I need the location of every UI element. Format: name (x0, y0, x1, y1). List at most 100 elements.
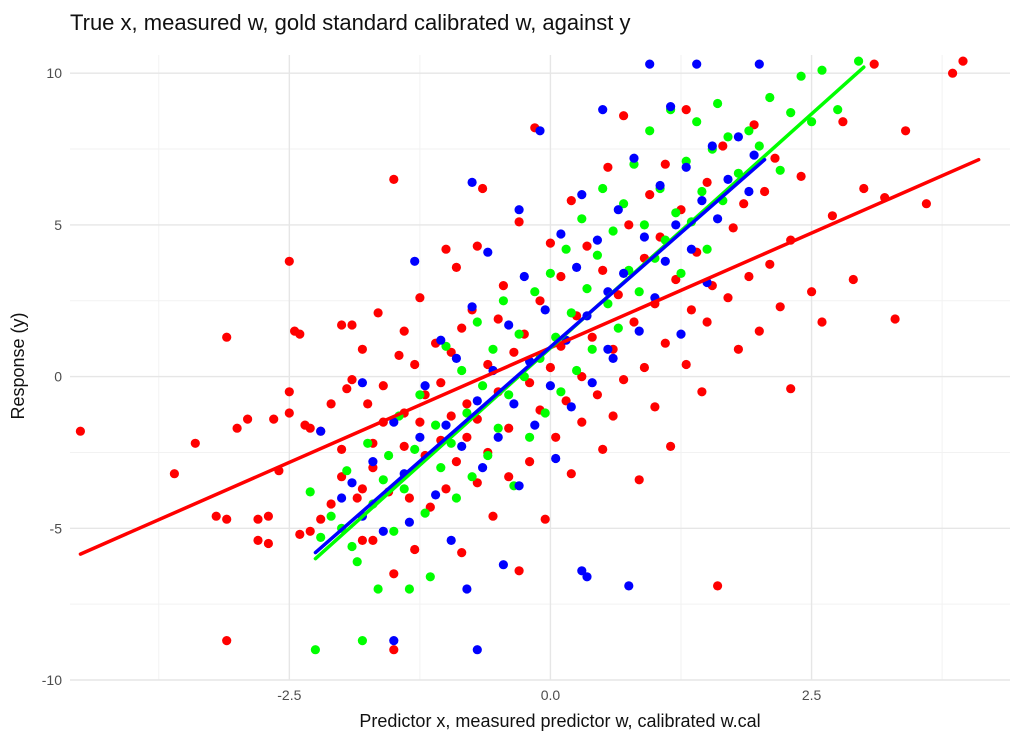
scatter-point-series-1 (671, 274, 681, 285)
scatter-point-series-2 (399, 484, 409, 494)
scatter-point-series-2 (415, 390, 425, 400)
scatter-point-series-3 (619, 268, 629, 278)
scatter-point-series-2 (854, 56, 864, 66)
scatter-point-series-3 (566, 402, 576, 412)
scatter-point-series-2 (608, 226, 618, 236)
scatter-point-series-1 (859, 183, 869, 194)
scatter-point-series-2 (472, 317, 482, 327)
scatter-point-series-1 (389, 174, 399, 184)
scatter-point-series-1 (713, 581, 723, 591)
scatter-point-series-2 (556, 387, 566, 397)
scatter-point-series-1 (686, 305, 697, 315)
scatter-point-series-1 (373, 308, 383, 318)
scatter-point-series-1 (749, 120, 759, 130)
scatter-point-series-3 (498, 560, 508, 570)
scatter-point-series-1 (337, 472, 347, 482)
scatter-point-series-1 (660, 159, 670, 169)
scatter-point-series-2 (713, 98, 723, 109)
scatter-point-series-3 (404, 517, 414, 527)
scatter-point-series-1 (451, 457, 461, 467)
scatter-point-series-3 (608, 353, 618, 363)
scatter-point-series-1 (222, 636, 232, 646)
scatter-point-series-2 (572, 365, 582, 376)
scatter-point-series-1 (514, 217, 524, 227)
scatter-point-series-2 (347, 541, 357, 552)
scatter-point-series-2 (692, 117, 702, 127)
scatter-point-series-2 (765, 92, 775, 103)
scatter-point-series-3 (316, 426, 326, 436)
scatter-point-series-1 (744, 271, 754, 282)
scatter-point-series-2 (436, 463, 446, 473)
scatter-point-series-1 (451, 262, 461, 272)
scatter-point-series-1 (504, 472, 514, 482)
scatter-point-series-2 (639, 220, 650, 230)
scatter-point-series-2 (342, 466, 352, 476)
scatter-point-series-3 (472, 645, 482, 655)
chart-title: True x, measured w, gold standard calibr… (70, 10, 630, 35)
scatter-point-series-1 (441, 244, 451, 254)
scatter-point-series-2 (478, 381, 488, 391)
scatter-point-series-1 (869, 59, 879, 69)
scatter-point-series-2 (493, 423, 503, 433)
scatter-point-series-3 (639, 232, 650, 242)
scatter-point-series-1 (190, 438, 200, 448)
scatter-point-series-3 (389, 636, 399, 646)
scatter-point-series-1 (368, 535, 378, 546)
scatter-point-series-1 (556, 271, 566, 282)
scatter-point-series-3 (713, 214, 723, 224)
scatter-point-series-2 (833, 105, 843, 115)
scatter-point-series-2 (425, 572, 435, 582)
scatter-point-series-3 (634, 326, 644, 336)
scatter-point-series-1 (478, 183, 488, 194)
scatter-point-series-2 (451, 493, 461, 503)
scatter-point-series-2 (483, 450, 493, 461)
scatter-point-series-1 (634, 475, 644, 485)
scatter-point-series-2 (775, 165, 785, 175)
scatter-point-series-3 (519, 271, 529, 282)
scatter-point-series-1 (598, 444, 608, 454)
scatter-point-series-1 (770, 153, 780, 163)
scatter-point-series-1 (462, 432, 472, 442)
scatter-point-series-1 (410, 359, 420, 370)
scatter-point-series-1 (650, 402, 660, 412)
scatter-point-series-3 (744, 186, 754, 197)
scatter-point-series-1 (269, 414, 279, 424)
scatter-point-series-3 (436, 335, 446, 345)
scatter-point-series-1 (446, 411, 456, 421)
scatter-point-series-2 (598, 183, 608, 194)
scatter-point-series-2 (363, 438, 373, 448)
scatter-point-series-3 (686, 244, 697, 254)
scatter-point-series-1 (284, 256, 294, 266)
scatter-point-series-3 (357, 378, 367, 388)
scatter-point-series-1 (827, 211, 838, 221)
scatter-point-series-1 (352, 493, 362, 503)
scatter-point-series-1 (457, 323, 467, 333)
scatter-point-series-1 (566, 196, 576, 206)
fit-line-series-3 (313, 157, 767, 555)
scatter-point-series-1 (222, 332, 232, 342)
scatter-point-series-3 (415, 432, 425, 442)
scatter-point-series-2 (645, 126, 655, 136)
scatter-point-series-1 (666, 441, 676, 451)
scatter-point-series-1 (786, 384, 796, 394)
scatter-point-series-1 (483, 359, 493, 370)
scatter-point-series-2 (378, 475, 388, 485)
scatter-point-series-3 (613, 205, 623, 215)
scatter-point-series-2 (676, 268, 686, 278)
scatter-point-series-1 (723, 293, 733, 303)
scatter-point-series-1 (337, 444, 347, 454)
scatter-point-series-1 (457, 548, 467, 558)
scatter-point-series-2 (525, 432, 535, 442)
scatter-point-series-1 (561, 396, 571, 406)
scatter-point-series-1 (733, 344, 744, 354)
scatter-point-series-2 (613, 323, 623, 333)
scatter-point-series-3 (504, 320, 514, 330)
scatter-point-series-3 (446, 535, 456, 546)
scatter-point-series-1 (436, 378, 446, 388)
scatter-point-series-1 (357, 535, 367, 546)
scatter-point-series-1 (592, 390, 603, 400)
axis-ticks: -2.5 0.0 2.5 -10 -5 0 5 10 (42, 65, 822, 703)
scatter-point-series-1 (838, 117, 848, 127)
scatter-point-series-1 (681, 105, 691, 115)
